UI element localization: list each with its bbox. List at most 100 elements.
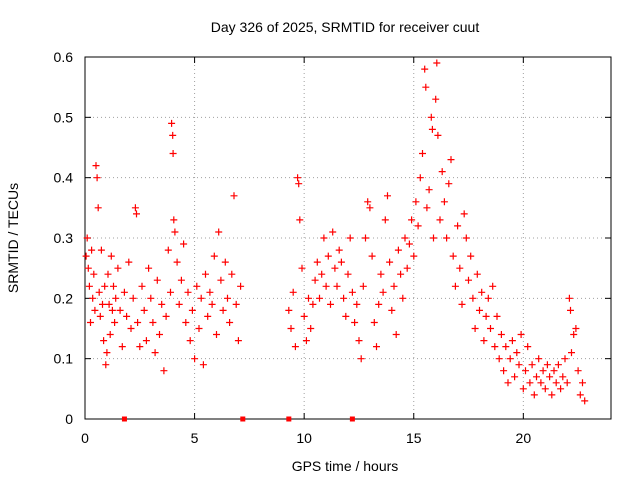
data-point [410,252,418,260]
y-tick-label: 0.5 [54,109,74,125]
data-point [106,331,114,338]
data-point [570,331,578,338]
data-point [302,337,310,345]
data-point [368,252,376,260]
data-point [193,282,201,290]
data-point [331,264,339,272]
data-point [84,264,92,272]
data-point [140,306,148,314]
data-point [517,331,525,338]
data-point [173,258,181,266]
data-point [151,349,159,357]
data-point [579,379,586,387]
data-point [167,288,174,296]
data-point [120,288,128,296]
data-point [423,204,431,212]
data-point [335,246,343,254]
data-point [394,246,402,254]
data-point [149,319,157,326]
data-point [110,282,117,290]
data-point [508,337,516,345]
data-point [471,325,479,332]
axis-ticks [84,56,611,420]
data-point [408,216,416,224]
data-point [568,349,575,357]
data-point [427,113,435,121]
data-point [114,264,122,272]
data-point [287,325,295,332]
data-point [329,228,337,236]
data-point [169,150,177,157]
data-point [539,367,547,375]
data-point [491,343,499,351]
data-point [500,367,508,375]
data-point [213,331,220,338]
y-tick-label: 0.2 [54,290,74,306]
data-point [295,180,303,188]
data-point [177,276,185,284]
data-point [504,379,512,387]
data-point [82,252,90,260]
data-point [373,343,380,351]
data-point [206,288,214,296]
data-point [497,331,505,338]
data-point [237,282,245,290]
data-point [291,343,299,351]
data-point [554,361,562,369]
data-point [318,270,326,278]
data-point [123,312,131,320]
data-point [493,312,501,320]
data-point [111,319,119,326]
data-point [327,300,334,308]
data-point [430,234,437,242]
data-point [300,312,308,320]
data-point [528,361,536,369]
data-point [221,258,229,266]
data-point [543,361,551,369]
data-point [432,95,440,103]
data-point [405,240,413,248]
data-point [217,276,225,284]
data-point [434,131,442,139]
data-point [561,355,569,363]
zero-markers [121,416,355,422]
data-point [359,282,367,290]
data-point [478,288,486,296]
data-point [230,192,238,200]
data-point [467,252,475,260]
data-point [234,337,242,345]
data-point [95,288,103,296]
data-point [351,319,359,326]
data-point [191,355,199,363]
data-point [342,312,350,320]
x-axis-label: GPS time / hours [292,458,399,474]
data-point [153,276,161,284]
zero-marker [240,416,246,422]
data-point [392,331,400,338]
x-tick-label: 15 [406,430,422,446]
data-point [195,325,203,332]
data-point [197,294,205,302]
data-point [108,306,116,314]
data-point [97,246,105,254]
data-point [574,367,582,375]
data-point [89,294,97,302]
data-point [548,391,556,399]
data-point [160,367,168,375]
data-point [168,119,176,127]
chart-title: Day 326 of 2025, SRMTID for receiver cuu… [211,19,480,35]
data-point [353,300,361,308]
data-point [370,319,378,326]
data-point [164,246,172,254]
data-point [447,156,455,164]
data-point [307,325,315,332]
data-point [436,216,444,224]
data-point [366,204,374,212]
grid-lines [85,57,611,419]
data-point [357,355,365,363]
data-point [226,319,234,326]
data-point [506,355,514,363]
data-point [322,282,330,290]
data-point [550,367,558,375]
data-point [377,270,385,278]
